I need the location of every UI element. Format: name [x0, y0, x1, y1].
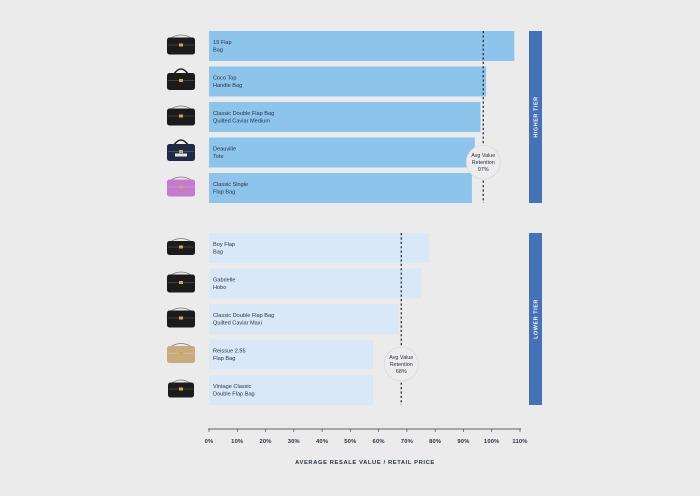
x-tick-label: 100% [484, 439, 500, 445]
x-tick-label: 40% [316, 439, 328, 445]
x-tick-label: 10% [231, 439, 243, 445]
tier-label: LOWER TIER [534, 299, 540, 339]
bar [209, 304, 399, 334]
flap-bag-icon [167, 34, 195, 55]
bar-label: Classic Double Flap Bag [213, 111, 274, 117]
bar-row: Classic Double Flap Bag Quilted Caviar Ma… [167, 304, 399, 334]
x-tick-label: 110% [512, 439, 527, 445]
bar-label: Classic Single [213, 182, 248, 188]
x-tick-label: 20% [259, 439, 271, 445]
x-tick-label: 30% [288, 439, 300, 445]
bar-label: Quilted Caviar Medium [213, 119, 270, 125]
bar [209, 137, 475, 168]
bar-row: 19 Flap Bag [167, 31, 515, 61]
bar-label: Hobo [213, 285, 226, 291]
bar-label: Quilted Caviar Maxi [213, 321, 262, 327]
avg-badge [465, 144, 501, 180]
avg-label: Avg Value [471, 153, 495, 159]
avg-label: 68% [396, 369, 407, 375]
bar-label: Bag [213, 48, 223, 54]
bar-label: Bag [213, 250, 223, 256]
bar [209, 233, 430, 263]
bar [209, 268, 422, 299]
x-axis: 0% 10% 20% 30% 40% 50% 60% 70% 80% 90% 100% 110% [205, 428, 527, 445]
tier-label: HIGHER TIER [534, 96, 540, 137]
x-tick-label: 80% [429, 439, 441, 445]
bar-label: Gabrielle [213, 278, 235, 284]
x-axis-title: AVERAGE RESALE VALUE / RETAIL PRICE [295, 460, 435, 466]
bar [209, 66, 487, 97]
top-handle-bag-icon [167, 68, 195, 90]
bar-row: Boy Flap Bag [167, 233, 430, 263]
bar [209, 339, 373, 370]
bar-label: Vintage Classic [213, 384, 252, 390]
bar-label: 19 Flap [213, 40, 232, 46]
quilted-flap-bag-icon [167, 105, 195, 126]
bar [209, 31, 515, 61]
x-tick-label: 50% [344, 439, 356, 445]
bar-label: Tote [213, 154, 224, 160]
bar [209, 173, 472, 203]
bar-label: Flap Bag [213, 190, 235, 196]
avg-label: Retention [390, 362, 413, 368]
avg-label: Retention [472, 160, 495, 166]
bar-label: Flap Bag [213, 356, 235, 362]
bar-row: Classic Single Flap Bag [167, 173, 472, 203]
avg-label: 97% [478, 167, 489, 173]
avg-label: Avg Value [389, 355, 413, 361]
bar-label: Boy Flap [213, 242, 235, 248]
x-tick-label: 70% [401, 439, 413, 445]
tier-labels: HIGHER TIER LOWER TIER [529, 31, 542, 405]
avg-badge [383, 346, 419, 382]
quilted-flap-bag-icon [167, 307, 195, 328]
pink-flap-bag-icon [167, 176, 195, 197]
bar [209, 102, 481, 132]
bar-row: Classic Double Flap Bag Quilted Caviar Me… [167, 102, 481, 132]
boy-bag-icon [167, 238, 195, 255]
bar [209, 375, 373, 405]
beige-flap-bag-icon [167, 343, 195, 363]
bar-label: Double Flap Bag [213, 392, 255, 398]
bar-label: Deauville [213, 147, 236, 153]
x-tick-label: 60% [373, 439, 385, 445]
tier-band [529, 233, 542, 405]
bar-row: Vintage Classic Double Flap Bag [168, 375, 373, 405]
bar-label: Classic Double Flap Bag [213, 313, 274, 319]
bar-label: Reissue 2.55 [213, 349, 246, 355]
vintage-flap-bag-icon [168, 379, 194, 398]
bar-label: Coco Top [213, 76, 237, 82]
hobo-bag-icon [167, 271, 195, 293]
x-tick-label: 0% [205, 439, 214, 445]
x-tick-label: 90% [457, 439, 469, 445]
bar-label: Handle Bag [213, 83, 242, 89]
tote-bag-icon [167, 139, 195, 161]
tier-band [529, 31, 542, 203]
